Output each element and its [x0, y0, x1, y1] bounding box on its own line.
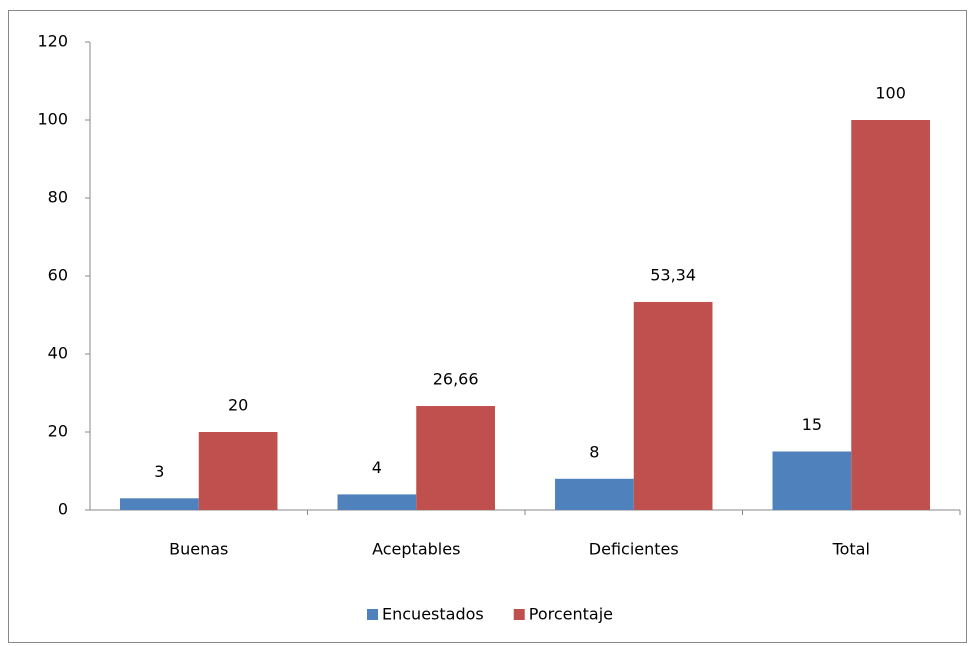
- bar: [633, 301, 713, 510]
- data-label: 53,34: [650, 265, 696, 284]
- data-label: 4: [372, 458, 382, 477]
- legend-swatch: [513, 609, 525, 620]
- legend-swatch: [367, 609, 378, 620]
- y-tick-label: 40: [48, 344, 68, 363]
- x-tick-label: Total: [832, 540, 870, 559]
- y-tick-label: 0: [58, 500, 68, 519]
- bar: [120, 498, 199, 510]
- bar: [555, 478, 634, 510]
- bar: [198, 432, 278, 510]
- data-label: 100: [875, 84, 906, 103]
- data-label: 3: [154, 462, 164, 481]
- y-tick-label: 60: [48, 266, 68, 285]
- bar: [772, 451, 852, 510]
- data-label: 26,66: [433, 370, 479, 389]
- y-tick-label: 20: [48, 422, 68, 441]
- data-label: 20: [228, 396, 248, 415]
- y-tick-label: 80: [48, 188, 68, 207]
- legend-label: Encuestados: [382, 605, 484, 624]
- bar: [851, 120, 930, 510]
- y-tick-label: 120: [37, 32, 68, 51]
- data-label: 15: [802, 415, 822, 434]
- x-tick-label: Deficientes: [589, 540, 679, 559]
- y-tick-label: 100: [37, 110, 68, 129]
- x-tick-label: Aceptables: [372, 540, 460, 559]
- x-tick-label: Buenas: [169, 540, 228, 559]
- bar: [416, 406, 495, 510]
- legend-label: Porcentaje: [529, 605, 613, 624]
- chart-border: [8, 10, 967, 643]
- data-label: 8: [589, 442, 599, 461]
- bar: [337, 494, 417, 510]
